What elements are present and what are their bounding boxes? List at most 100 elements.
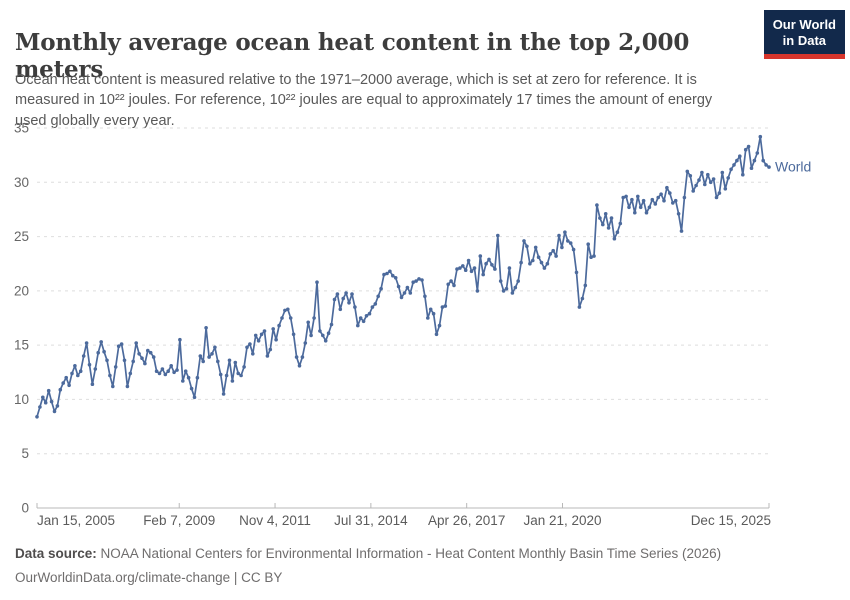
data-point <box>682 195 687 200</box>
data-point <box>315 280 319 285</box>
data-point <box>554 254 558 258</box>
data-point <box>58 387 63 392</box>
y-tick-label: 10 <box>14 392 29 407</box>
data-point <box>329 322 334 327</box>
data-point <box>513 285 518 290</box>
data-point <box>218 372 223 377</box>
owid-logo-line2: in Data <box>782 33 827 48</box>
owid-logo: Our World in Data <box>763 10 845 59</box>
data-point <box>516 279 520 283</box>
data-point <box>539 260 544 265</box>
data-point <box>738 154 742 158</box>
data-point <box>630 197 634 202</box>
data-point <box>659 192 663 196</box>
data-point <box>533 245 538 250</box>
data-point <box>656 195 660 200</box>
license-line: OurWorldinData.org/climate-change | CC B… <box>15 570 283 585</box>
data-point <box>358 316 363 320</box>
data-point <box>501 289 506 293</box>
data-point <box>536 255 541 259</box>
data-point <box>469 269 474 274</box>
data-point <box>531 258 535 263</box>
data-point <box>758 134 763 139</box>
x-tick-label: Jul 31, 2014 <box>334 513 408 528</box>
data-point <box>434 332 439 337</box>
data-point <box>498 279 503 283</box>
data-point <box>122 358 127 363</box>
data-point <box>411 280 416 285</box>
chart-subtitle: Ocean heat content is measured relative … <box>15 71 713 129</box>
data-point <box>708 180 713 185</box>
data-point <box>609 216 614 220</box>
data-point <box>414 279 418 283</box>
data-point <box>717 191 722 195</box>
data-point <box>93 367 98 371</box>
data-point <box>391 273 395 278</box>
data-point <box>399 295 404 300</box>
data-point <box>452 283 456 288</box>
data-point <box>732 163 736 167</box>
data-point <box>350 292 354 296</box>
data-point <box>455 267 459 271</box>
data-point <box>87 362 92 367</box>
data-point <box>466 258 471 263</box>
data-point <box>105 358 109 363</box>
data-point <box>393 276 398 280</box>
data-point <box>615 230 620 234</box>
data-point <box>73 364 77 368</box>
data-point <box>181 379 185 383</box>
data-point <box>201 359 205 364</box>
data-point <box>183 369 188 374</box>
data-point <box>376 294 381 299</box>
data-point <box>61 381 65 385</box>
data-point <box>735 158 739 163</box>
x-tick-label: Jan 21, 2020 <box>523 513 601 528</box>
data-point <box>332 297 337 302</box>
data-point <box>423 294 427 299</box>
data-point <box>612 236 617 241</box>
data-point <box>52 409 57 414</box>
data-point <box>210 352 214 356</box>
data-point <box>638 205 643 210</box>
data-point <box>490 263 494 267</box>
data-point <box>493 267 497 271</box>
data-point <box>437 323 442 328</box>
data-point <box>574 270 579 275</box>
data-point <box>46 388 51 393</box>
data-point <box>166 369 170 374</box>
data-point <box>729 167 733 172</box>
data-point <box>119 342 124 346</box>
data-point <box>344 291 348 295</box>
data-point <box>557 233 561 238</box>
data-point <box>157 371 162 376</box>
data-point <box>601 222 605 227</box>
data-point <box>178 337 182 342</box>
data-point <box>641 198 646 203</box>
data-point <box>603 212 608 216</box>
data-point <box>172 370 176 375</box>
data-point <box>644 210 649 215</box>
data-point <box>481 272 486 277</box>
x-tick-label: Jan 15, 2005 <box>37 513 115 528</box>
data-point <box>186 375 191 380</box>
data-point <box>749 166 754 170</box>
data-point <box>137 352 141 356</box>
data-point <box>160 367 165 371</box>
y-tick-label: 0 <box>21 501 29 516</box>
data-point <box>662 198 666 203</box>
data-point <box>90 382 95 387</box>
data-point <box>496 233 500 238</box>
data-point <box>294 355 299 359</box>
data-point <box>221 392 226 396</box>
data-point <box>714 195 719 200</box>
data-point <box>271 327 276 331</box>
data-point <box>102 349 106 354</box>
data-point <box>361 319 366 324</box>
data-point <box>426 316 430 320</box>
data-point <box>321 333 325 338</box>
data-point <box>568 241 573 245</box>
data-point <box>382 272 386 277</box>
data-point <box>35 415 39 419</box>
data-point <box>525 244 529 249</box>
data-point <box>204 326 208 330</box>
